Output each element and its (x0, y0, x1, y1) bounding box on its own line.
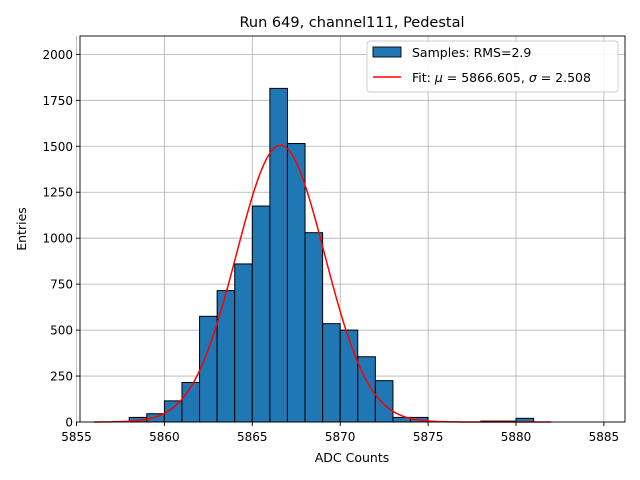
y-tick-label: 2000 (42, 48, 73, 62)
y-tick-label: 500 (50, 324, 73, 338)
y-axis-ticks: 0 250 500 750 1000 1250 1500 1750 2000 (42, 48, 80, 430)
histogram-bar (322, 323, 341, 423)
histogram-bar (339, 329, 359, 423)
y-tick-label: 1250 (42, 186, 73, 200)
y-tick-label: 0 (65, 416, 73, 430)
plot-frame (79, 35, 626, 423)
histogram-bar (269, 87, 288, 423)
y-tick-label: 750 (50, 278, 73, 292)
legend-fit-mu-symbol: μ (434, 70, 443, 85)
x-tick-label: 5855 (61, 430, 92, 444)
legend-fit-prefix: Fit: (412, 70, 435, 85)
legend-fit-label: Fit: μ = 5866.605, σ = 2.508 (412, 70, 591, 85)
legend-histogram-label: Samples: RMS=2.9 (412, 45, 531, 60)
y-tick-label: 1500 (42, 140, 73, 154)
legend: Samples: RMS=2.9 Fit: μ = 5866.605, σ = … (366, 40, 619, 93)
chart-title: Run 649, channel111, Pedestal (239, 15, 464, 31)
histogram-bar (234, 263, 253, 423)
x-tick-label: 5875 (413, 430, 444, 444)
y-tick-label: 1750 (42, 94, 73, 108)
legend-fit-sigma-text: = 2.508 (537, 70, 591, 85)
histogram-bar (251, 205, 271, 423)
legend-box (366, 40, 619, 93)
x-tick-label: 5885 (589, 430, 620, 444)
histogram-bar (286, 143, 306, 423)
y-axis-label: Entries (14, 207, 29, 251)
x-tick-label: 5880 (501, 430, 532, 444)
histogram-bar (374, 380, 394, 423)
legend-fit-mu-text: = 5866.605, (443, 70, 529, 85)
histogram-bar (304, 232, 324, 423)
grid (76, 36, 625, 423)
x-tick-label: 5865 (237, 430, 268, 444)
y-tick-label: 250 (50, 370, 73, 384)
x-axis-label: ADC Counts (315, 450, 390, 465)
x-axis-ticks: 5855 5860 5865 5870 5875 5880 5885 (61, 422, 619, 444)
x-tick-label: 5860 (149, 430, 180, 444)
legend-histogram-swatch (372, 46, 402, 58)
x-tick-label: 5870 (325, 430, 356, 444)
y-tick-label: 1000 (42, 232, 73, 246)
legend-fit-sigma-symbol: σ (529, 70, 538, 85)
histogram-bars (128, 87, 535, 423)
histogram-bar (357, 356, 376, 423)
histogram-bar (216, 290, 236, 423)
